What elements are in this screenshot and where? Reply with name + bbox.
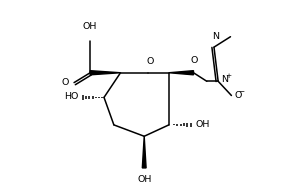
Text: −: −	[239, 89, 245, 96]
Text: +: +	[226, 73, 232, 79]
Text: O: O	[191, 56, 198, 65]
Polygon shape	[169, 71, 194, 75]
Polygon shape	[90, 71, 120, 75]
Text: N: N	[212, 32, 219, 41]
Text: HO: HO	[64, 92, 79, 101]
Text: OH: OH	[83, 22, 97, 31]
Text: OH: OH	[137, 175, 151, 184]
Text: O: O	[147, 57, 154, 66]
Text: N: N	[221, 75, 228, 84]
Polygon shape	[142, 136, 146, 168]
Text: OH: OH	[195, 120, 210, 129]
Text: O: O	[234, 91, 242, 100]
Text: O: O	[61, 78, 69, 87]
